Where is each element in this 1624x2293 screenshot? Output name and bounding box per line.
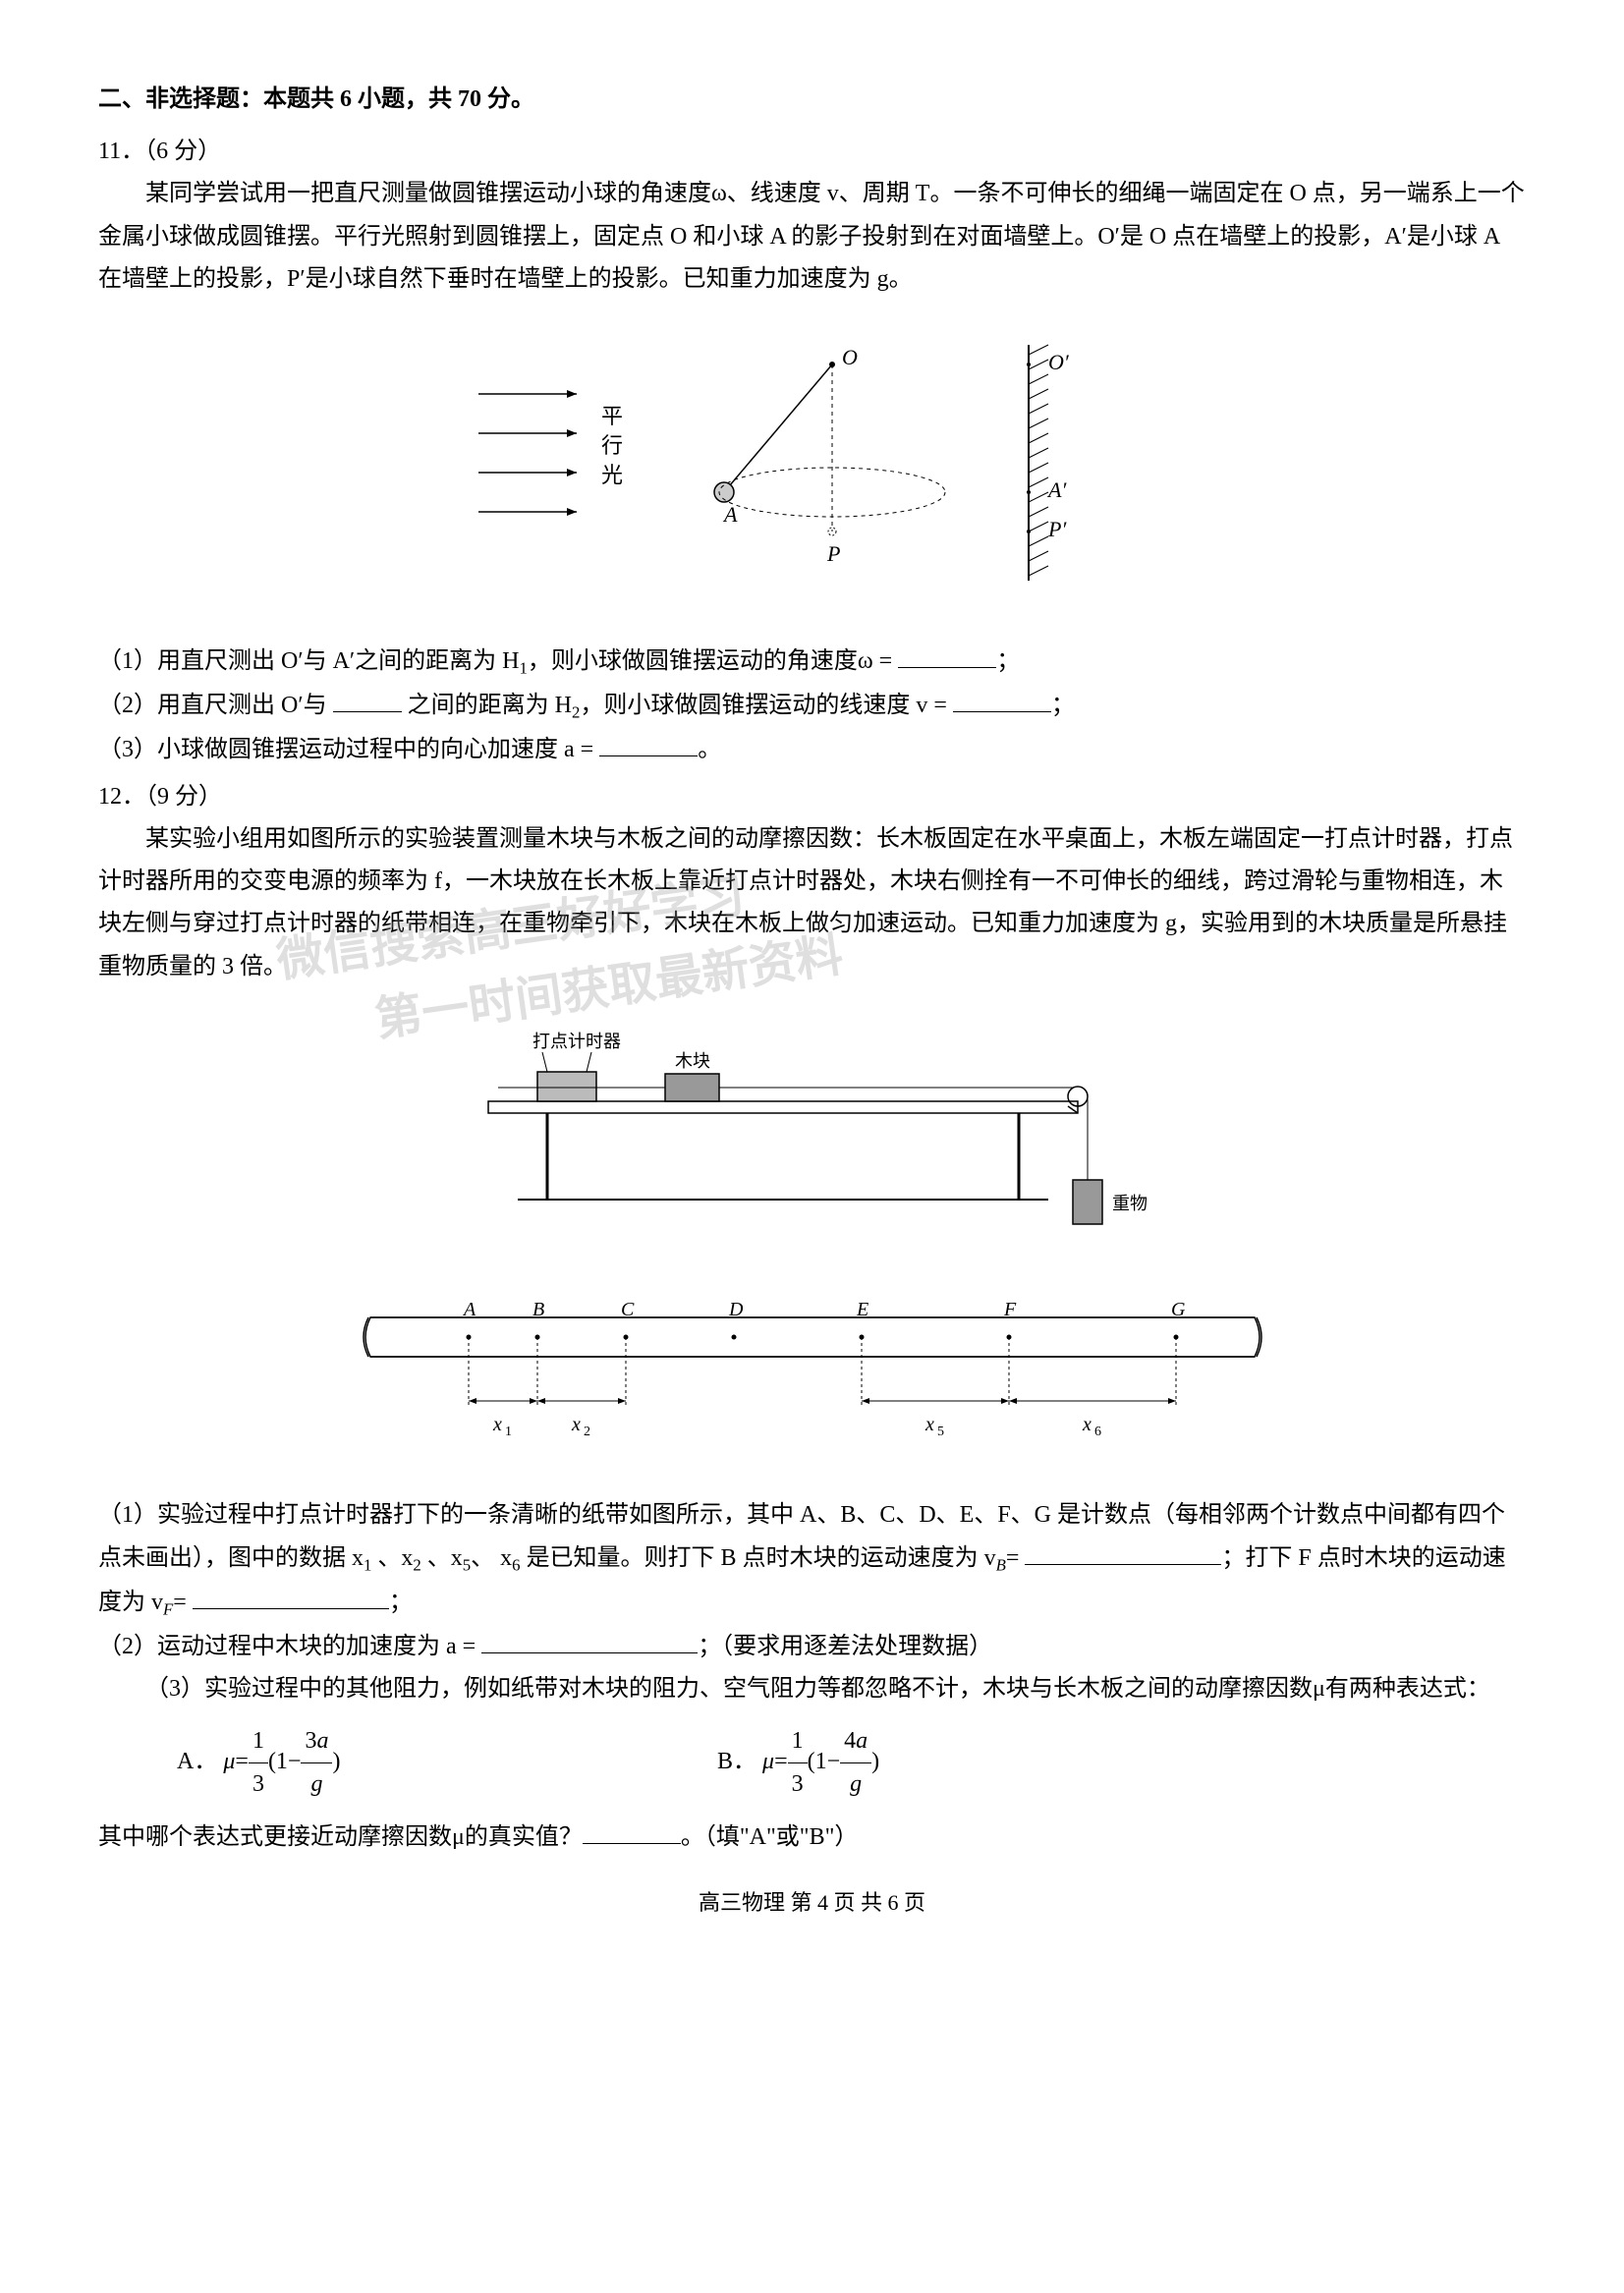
optA-label: A．	[177, 1749, 217, 1774]
svg-text:F: F	[1003, 1299, 1017, 1320]
section-header: 二、非选择题：本题共 6 小题，共 70 分。	[98, 79, 1526, 121]
option-A: A． μ=13(1−3ag)	[177, 1720, 619, 1806]
q12-apparatus-diagram: 打点计时器 木块 重物	[98, 1003, 1526, 1273]
q11-sub1: （1）用直尺测出 O′与 A′之间的距离为 H1，则小球做圆锥摆运动的角速度ω …	[98, 640, 1526, 684]
light-arrows	[478, 390, 577, 516]
q12-sub1-m7: =	[173, 1590, 193, 1615]
q11-sub1-mid: ，则小球做圆锥摆运动的角速度ω =	[528, 648, 898, 674]
q12-tape-diagram: A B C D E F G x1 x2 x5	[98, 1288, 1526, 1480]
q12-sub2-end: ；（要求用逐差法处理数据）	[698, 1634, 992, 1659]
blank-v[interactable]	[953, 684, 1051, 712]
block-label: 木块	[675, 1051, 710, 1071]
label-Ap: A′	[1046, 477, 1067, 502]
q12-final: 其中哪个表达式更接近动摩擦因数μ的真实值？ 。（填"A"或"B"）	[98, 1816, 1526, 1859]
light-label: 平	[601, 404, 623, 428]
q11-sub3: （3）小球做圆锥摆运动过程中的向心加速度 a = 。	[98, 728, 1526, 771]
q11-sub2: （2）用直尺测出 O′与 之间的距离为 H2，则小球做圆锥摆运动的线速度 v =…	[98, 684, 1526, 728]
q12-sub1-end: ；	[389, 1590, 413, 1615]
label-P: P	[826, 541, 840, 566]
q12-sub2: （2）运动过程中木块的加速度为 a = ；（要求用逐差法处理数据）	[98, 1625, 1526, 1668]
svg-text:E: E	[856, 1299, 868, 1320]
q12-paragraph1: 某实验小组用如图所示的实验装置测量木块与木板之间的动摩擦因数：长木板固定在水平桌…	[98, 818, 1526, 988]
q12-number: 12．（9 分）	[98, 776, 1526, 818]
blank-point[interactable]	[333, 684, 402, 712]
blank-omega[interactable]	[898, 640, 996, 668]
blank-a[interactable]	[599, 728, 698, 756]
q11-sub1-pre: （1）用直尺测出 O′与 A′之间的距离为 H	[98, 648, 520, 674]
svg-text:5: 5	[937, 1425, 944, 1439]
q11-sub3-end: 。	[698, 737, 721, 762]
q12-sub1-m2: 、x	[421, 1545, 463, 1571]
label-A: A	[722, 502, 738, 527]
svg-text:1: 1	[505, 1425, 512, 1439]
q11-sub2-pre: （2）用直尺测出 O′与	[98, 693, 333, 718]
q12-sub1-m3: 、 x	[471, 1545, 512, 1571]
q12-sub1-m4: 是已知量。则打下 B 点时木块的运动速度为 v	[521, 1545, 996, 1571]
options-row: A． μ=13(1−3ag) B． μ=13(1−4ag)	[98, 1720, 1526, 1806]
q12-final-pre: 其中哪个表达式更接近动摩擦因数μ的真实值？	[98, 1824, 583, 1850]
label-Pp: P′	[1047, 517, 1067, 541]
q11-sub1-end: ；	[996, 648, 1020, 674]
blank-choice[interactable]	[583, 1816, 681, 1844]
q12-sub1-m1: 、x	[371, 1545, 413, 1571]
q11-sub3-pre: （3）小球做圆锥摆运动过程中的向心加速度 a =	[98, 737, 599, 762]
blank-vB[interactable]	[1025, 1537, 1221, 1565]
q11-sub2-end: ；	[1051, 693, 1075, 718]
svg-text:C: C	[621, 1299, 635, 1320]
svg-text:6: 6	[1094, 1425, 1101, 1439]
blank-accel[interactable]	[481, 1625, 698, 1653]
q11-diagram: 平 行 光 O A P	[98, 315, 1526, 625]
svg-text:B: B	[532, 1299, 544, 1320]
timer-label: 打点计时器	[532, 1032, 621, 1051]
svg-text:x: x	[492, 1414, 502, 1435]
svg-text:D: D	[728, 1299, 744, 1320]
svg-text:x: x	[924, 1414, 934, 1435]
optB-label: B．	[717, 1749, 756, 1774]
weight-label: 重物	[1112, 1194, 1148, 1213]
q12-sub1-m5: =	[1006, 1545, 1026, 1571]
svg-text:G: G	[1171, 1299, 1186, 1320]
q12-final-end: 。（填"A"或"B"）	[681, 1824, 859, 1850]
svg-text:2: 2	[584, 1425, 590, 1439]
option-B: B． μ=13(1−4ag)	[717, 1720, 879, 1806]
label-O: O	[842, 345, 858, 369]
wall-hatch	[1029, 345, 1048, 576]
svg-text:x: x	[571, 1414, 581, 1435]
svg-text:A: A	[462, 1299, 476, 1320]
q11-sub2-mid2: ，则小球做圆锥摆运动的线速度 v =	[580, 693, 953, 718]
light-label2: 行	[601, 433, 623, 458]
q11-number: 11．（6 分）	[98, 131, 1526, 173]
blank-vF[interactable]	[193, 1581, 389, 1609]
q11-sub2-mid: 之间的距离为 H	[402, 693, 572, 718]
svg-text:x: x	[1082, 1414, 1092, 1435]
light-label3: 光	[601, 463, 623, 487]
q12-sub1: （1）实验过程中打点计时器打下的一条清晰的纸带如图所示，其中 A、B、C、D、E…	[98, 1494, 1526, 1625]
label-Op: O′	[1048, 350, 1070, 374]
q12-sub3: （3）实验过程中的其他阻力，例如纸带对木块的阻力、空气阻力等都忽略不计，木块与长…	[98, 1668, 1526, 1710]
q12-sub2-pre: （2）运动过程中木块的加速度为 a =	[98, 1634, 481, 1659]
q11-paragraph1: 某同学尝试用一把直尺测量做圆锥摆运动小球的角速度ω、线速度 v、周期 T。一条不…	[98, 173, 1526, 301]
page-footer: 高三物理 第 4 页 共 6 页	[98, 1883, 1526, 1923]
